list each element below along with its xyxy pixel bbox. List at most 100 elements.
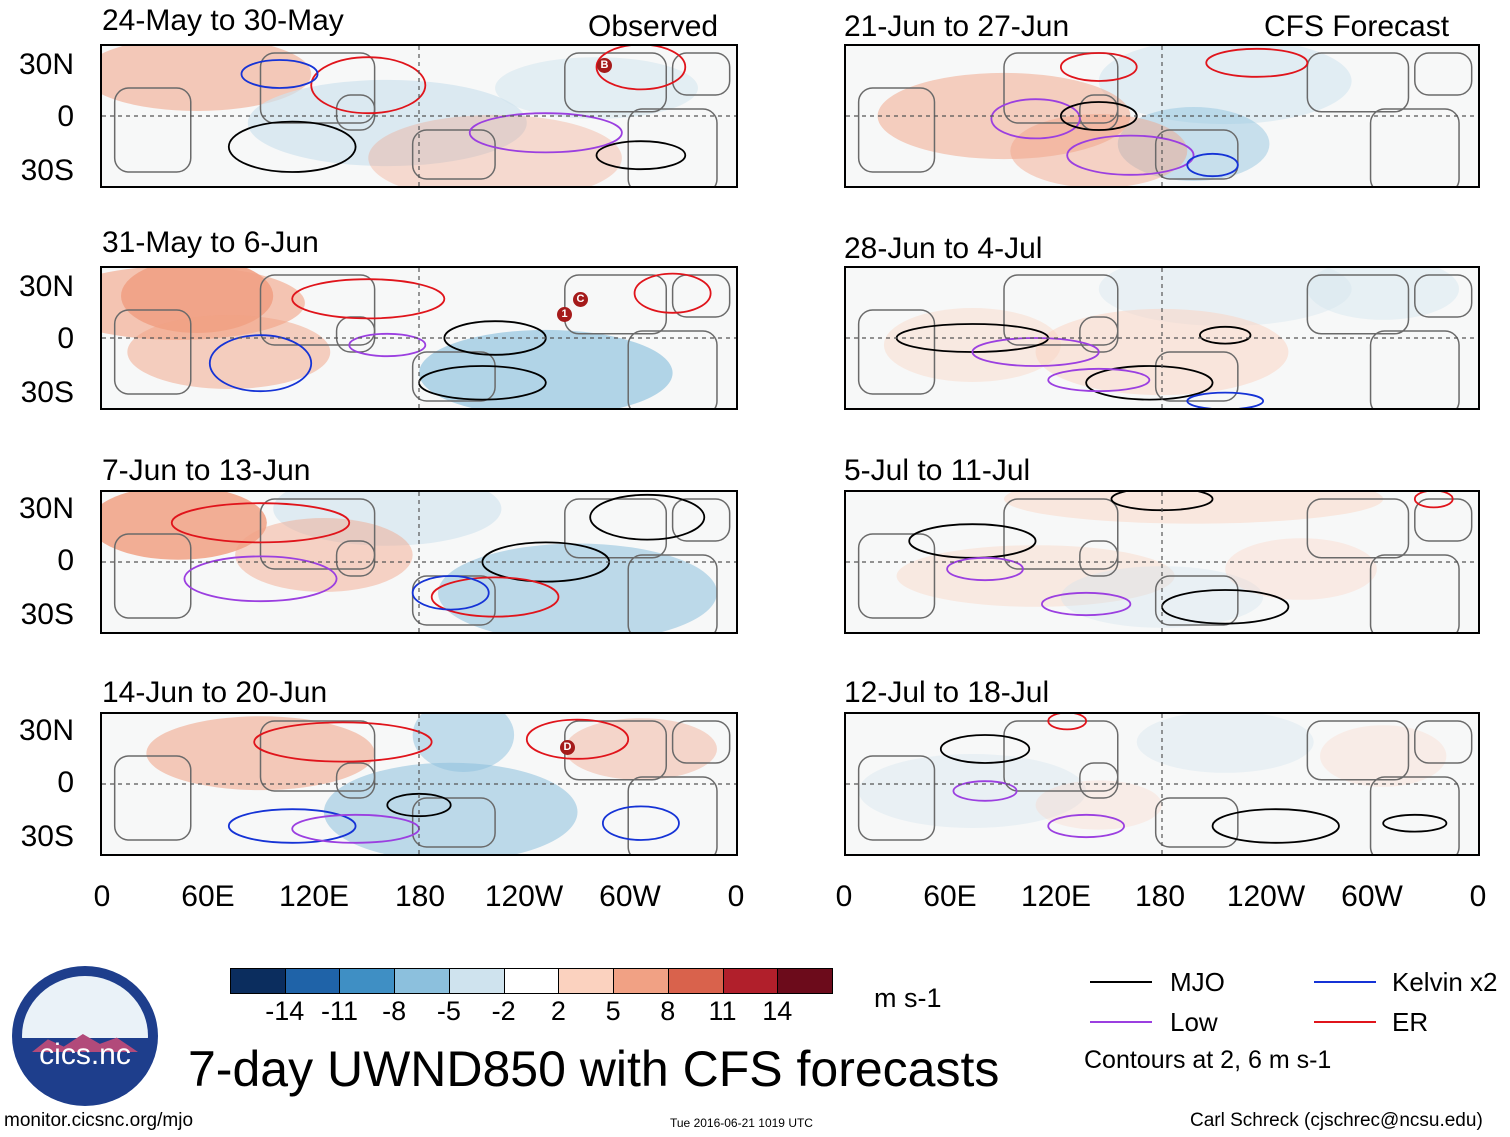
- colorbar-tick-label: 2: [550, 996, 566, 1026]
- continent-outline: [1369, 330, 1460, 408]
- legend-kelvin-label: Kelvin x2: [1392, 967, 1498, 997]
- continent-outline: [335, 540, 376, 577]
- continent-outline: [1003, 498, 1119, 570]
- colorbar-tick-label: 11: [708, 996, 737, 1026]
- continent-outline: [1306, 498, 1410, 559]
- lat-label-30n: 30N: [18, 492, 74, 525]
- er-contour: [595, 46, 687, 91]
- panel-title-1: 24-May to 30-May: [102, 4, 344, 37]
- lat-label-eq: 0: [57, 322, 74, 355]
- colorbar-tick-label: 5: [605, 996, 621, 1026]
- wind-anomaly-shading: [1307, 268, 1460, 320]
- mjo-contour: [1085, 365, 1214, 401]
- continent-outline: [1003, 274, 1119, 346]
- continent-outline: [1414, 52, 1473, 96]
- wind-anomaly-shading: [896, 545, 1175, 607]
- low-contour: [1047, 813, 1125, 839]
- colorbar-tick-label: 14: [762, 996, 793, 1026]
- continent-outline: [259, 720, 376, 792]
- wind-anomaly-shading: [323, 762, 578, 854]
- mjo-contour: [386, 792, 452, 818]
- wind-anomaly-shading: [1136, 714, 1314, 773]
- colorbar-swatch: [394, 968, 450, 994]
- lat-label-30s: 30S: [20, 376, 74, 409]
- lat-label-30s: 30S: [20, 820, 74, 853]
- kelvin-contour: [240, 59, 319, 89]
- lon-label-60e: 60E: [923, 880, 977, 913]
- continent-outline: [671, 52, 731, 96]
- er-contour: [253, 721, 433, 763]
- legend-er-label: ER: [1392, 1007, 1429, 1037]
- continent-outline: [113, 87, 192, 173]
- continent-outline: [1414, 498, 1473, 542]
- panel-title-3: 7-Jun to 13-Jun: [102, 454, 311, 487]
- panel-title-5: 21-Jun to 27-Jun: [844, 10, 1070, 43]
- lon-label-360: 0: [1469, 880, 1487, 913]
- mjo-contour: [939, 734, 1031, 764]
- er-contour: [1047, 714, 1088, 731]
- er-contour: [1413, 492, 1454, 509]
- colorbar-swatch: [613, 968, 669, 994]
- lat-label-30s: 30S: [20, 598, 74, 631]
- wind-anomaly-shading: [1035, 780, 1162, 830]
- observed-label: Observed: [588, 10, 719, 43]
- continent-outline: [1003, 720, 1119, 792]
- forecast-label: CFS Forecast: [1264, 10, 1450, 43]
- continent-outline: [1306, 720, 1410, 781]
- colorbar: [230, 968, 833, 994]
- low-contour: [971, 337, 1100, 367]
- low-contour: [468, 112, 623, 154]
- lon-label-360: 0: [727, 880, 745, 913]
- cics-logo: cics.nc: [12, 966, 158, 1106]
- continent-outline: [671, 720, 731, 764]
- continent-outline: [113, 309, 192, 395]
- colorbar-swatch: [558, 968, 615, 994]
- storm-marker-c: C: [573, 292, 588, 307]
- colorbar-swatch: [722, 968, 779, 994]
- continent-outline: [671, 498, 731, 542]
- continent-outline: [1369, 554, 1460, 632]
- legend-low-label: Low: [1170, 1007, 1218, 1037]
- legend-mjo-line: [1090, 981, 1152, 983]
- continent-outline: [1154, 129, 1239, 180]
- wind-anomaly-shading: [273, 492, 502, 546]
- continent-outline: [564, 274, 668, 335]
- wind-anomaly-shading: [858, 754, 1087, 828]
- colorbar-tick-label: 8: [660, 996, 676, 1026]
- map-overlay: [102, 714, 736, 854]
- er-contour: [1059, 52, 1138, 82]
- mjo-contour: [1211, 808, 1340, 844]
- legend-low-line: [1090, 1021, 1152, 1023]
- footer-url[interactable]: monitor.cicsnc.org/mjo: [4, 1110, 194, 1131]
- lon-label-60e: 60E: [181, 880, 235, 913]
- storm-marker-1: 1: [557, 307, 572, 322]
- colorbar-swatch: [503, 968, 560, 994]
- er-contour: [430, 576, 560, 618]
- wind-anomaly-shading: [877, 72, 1131, 160]
- map-panel-observed-4: [100, 712, 738, 856]
- map-overlay: [102, 268, 736, 408]
- wind-anomaly-shading: [247, 79, 527, 167]
- lon-label-180: 180: [394, 880, 446, 913]
- continent-outline: [1414, 274, 1473, 318]
- legend-mjo-label: MJO: [1170, 967, 1225, 997]
- storm-marker-b: B: [597, 58, 612, 73]
- low-contour: [1047, 367, 1151, 393]
- panel-title-6: 28-Jun to 4-Jul: [844, 232, 1043, 265]
- wind-anomaly-shading: [495, 57, 698, 119]
- lon-label-60w: 60W: [1341, 880, 1403, 913]
- low-contour: [183, 555, 338, 603]
- low-contour: [348, 332, 427, 358]
- continent-outline: [259, 274, 376, 346]
- mjo-contour: [595, 140, 687, 171]
- er-contour: [633, 272, 712, 314]
- footer-author: Carl Schreck (cjschrec@ncsu.edu): [1190, 1110, 1483, 1131]
- kelvin-contour: [208, 334, 313, 393]
- legend-contours-note: Contours at 2, 6 m s-1: [1084, 1046, 1332, 1074]
- kelvin-contour: [601, 805, 680, 841]
- er-contour: [291, 278, 446, 320]
- map-overlay: [102, 46, 736, 186]
- lat-label-30n: 30N: [18, 714, 74, 747]
- low-contour: [952, 780, 1018, 802]
- mjo-contour: [589, 493, 706, 541]
